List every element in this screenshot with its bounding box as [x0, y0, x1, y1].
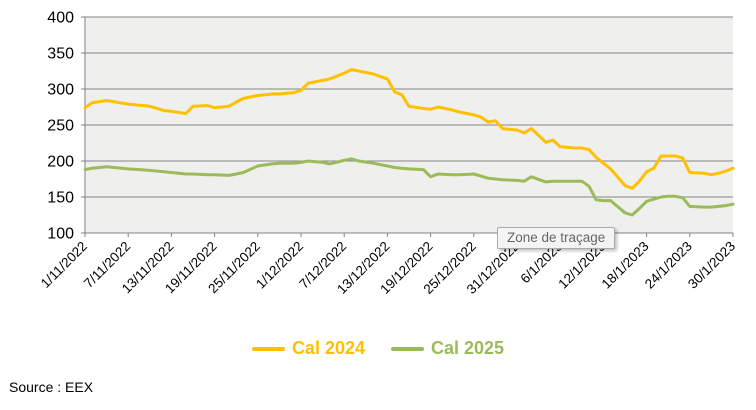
series-line-cal-2025[interactable]	[83, 157, 735, 217]
source-caption: Source : EEX	[9, 379, 94, 395]
y-axis-label: 150	[47, 190, 74, 207]
series-line-cal-2024[interactable]	[83, 68, 735, 190]
plot-area-tooltip: Zone de traçage	[497, 227, 616, 249]
y-axis-label: 400	[47, 10, 74, 27]
tooltip-text: Zone de traçage	[507, 230, 606, 245]
x-axis-label: 30/1/2023	[685, 239, 738, 292]
cal-2024-legend-label: Cal 2024	[291, 338, 365, 358]
cal-2025-legend-label: Cal 2025	[431, 338, 505, 358]
cal-2024-line-swatch	[251, 346, 285, 351]
chart-legend: Cal 2024 Cal 2025	[0, 338, 756, 359]
y-axis-label: 350	[47, 46, 74, 63]
y-axis-label: 200	[47, 154, 74, 171]
y-axis-label: 100	[47, 226, 74, 243]
y-axis-label: 300	[47, 82, 74, 99]
legend-item-cal-2024[interactable]: Cal 2024	[251, 338, 365, 359]
y-axis-label: 250	[47, 118, 74, 135]
legend-item-cal-2025[interactable]: Cal 2025	[391, 338, 504, 359]
cal-2025-line-swatch	[391, 346, 424, 351]
x-axis-label: 1/11/2022	[38, 239, 90, 291]
price-line-chart[interactable]: 4003503002502001501001/11/20227/11/20221…	[0, 0, 756, 336]
